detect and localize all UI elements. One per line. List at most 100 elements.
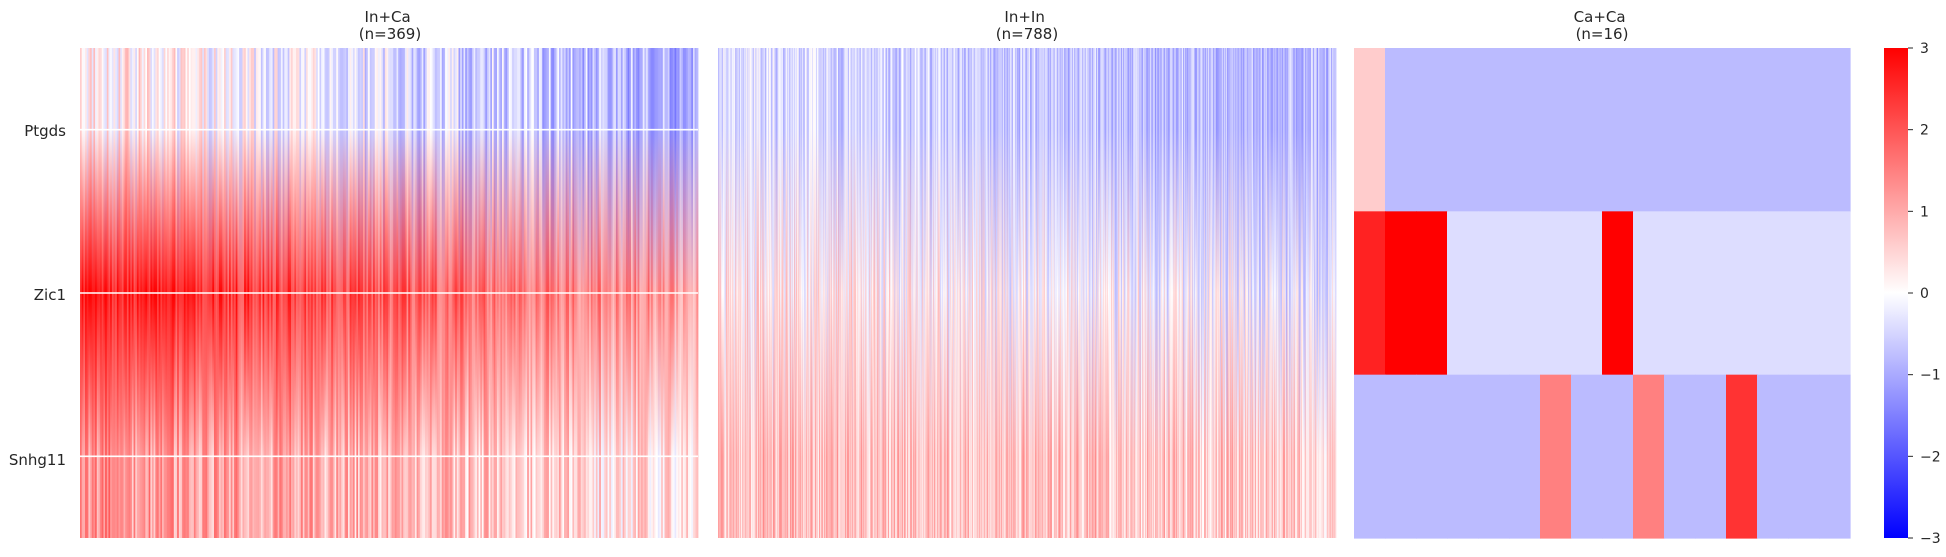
heatmap-cell-column <box>1221 48 1223 538</box>
heatmap-cell-column <box>909 48 911 538</box>
heatmap-cell-column <box>1125 48 1128 538</box>
heatmap-cell-column <box>1267 48 1269 538</box>
heatmap-cell-column <box>1024 48 1026 538</box>
heatmap-cell-column <box>856 48 858 538</box>
heatmap-cell-column <box>1260 48 1262 538</box>
heatmap-cell-column <box>873 48 875 538</box>
heatmap-cell-column <box>820 48 822 538</box>
heatmap-cell-column <box>785 48 787 538</box>
heatmap-cell-column <box>1009 48 1011 538</box>
heatmap-cell-zic1 <box>1540 211 1572 376</box>
heatmap-cell-column <box>955 48 957 538</box>
heatmap-cell-column <box>816 48 819 538</box>
heatmap-cell-column <box>962 48 964 538</box>
heatmap-cell-column <box>972 48 974 538</box>
heatmap-cell-column <box>921 48 923 538</box>
heatmap-cell-column <box>1209 48 1211 538</box>
heatmap-cell-column <box>1149 48 1151 538</box>
heatmap-cell-column <box>798 48 800 538</box>
heatmap-cell-column <box>1302 48 1304 538</box>
heatmap-cell-column <box>1247 48 1249 538</box>
heatmap-cell-column <box>767 48 769 538</box>
heatmap-cell-column <box>1134 48 1136 538</box>
heatmap-cell-column <box>979 48 981 538</box>
colorbar: 3 2 1 0 −1 −2 −3 <box>1884 41 1941 547</box>
heatmap-cell-column <box>1287 48 1289 538</box>
heatmap-cell-column <box>1089 48 1091 538</box>
heatmap-cell-column <box>757 48 759 538</box>
heatmap-cell-column <box>1208 48 1211 538</box>
heatmap-cell-column <box>850 48 852 538</box>
panel-title-in-ca: In+Ca (n=369) <box>359 8 421 43</box>
heatmap-cell-column <box>1072 48 1074 538</box>
heatmap-cell-column <box>783 48 785 538</box>
heatmap-cell-column <box>868 48 870 538</box>
heatmap-cell-column <box>1105 48 1107 538</box>
heatmap-cell-column <box>1231 48 1233 538</box>
heatmap-cell-column <box>1085 48 1088 538</box>
heatmap-cell-column <box>1179 48 1182 538</box>
heatmap-cell-column <box>1097 48 1099 538</box>
heatmap-cell-column <box>795 48 797 538</box>
heatmap-cell-column <box>903 48 906 538</box>
heatmap-cell-column <box>1279 48 1281 538</box>
heatmap-cell-column <box>740 48 742 538</box>
heatmap-cell-column <box>957 48 960 538</box>
heatmap-cell-column <box>1111 48 1113 538</box>
heatmap-cell-column <box>782 48 784 538</box>
heatmap-cell-column <box>928 48 931 538</box>
heatmap-cell-ptgds <box>1757 48 1789 212</box>
heatmap-cell-column <box>1051 48 1053 538</box>
heatmap-cell-column <box>1050 48 1052 538</box>
heatmap-cell-column <box>905 48 907 538</box>
heatmap-cell-column <box>1061 48 1063 538</box>
heatmap-cell-column <box>1206 48 1208 538</box>
heatmap-cell-column <box>728 48 731 538</box>
heatmap-cell-column <box>1064 48 1066 538</box>
heatmap-cell-column <box>828 48 830 538</box>
heatmap-cell-column <box>932 48 934 538</box>
heatmap-cell-column <box>1041 48 1044 538</box>
heatmap-cell-ptgds <box>1726 48 1758 212</box>
panel-title-in-ca-line1: In+Ca <box>365 8 411 26</box>
heatmap-cell-column <box>1222 48 1224 538</box>
heatmap-cell-column <box>1037 48 1039 538</box>
heatmap-cell-column <box>1244 48 1246 538</box>
heatmap-cell-column <box>738 48 740 538</box>
panel-title-ca-ca: Ca+Ca (n=16) <box>1574 8 1631 43</box>
heatmap-cell-column <box>1278 48 1280 538</box>
heatmap-cell-column <box>1135 48 1137 538</box>
heatmap-cell-column <box>1257 48 1259 538</box>
heatmap-cell-snhg11 <box>1726 374 1758 539</box>
heatmap-cell-column <box>887 48 889 538</box>
heatmap-cell-column <box>963 48 965 538</box>
colorbar-tick-label: 1 <box>1920 204 1929 220</box>
heatmap-cell-column <box>762 48 764 538</box>
heatmap-cell-snhg11 <box>1788 374 1820 539</box>
heatmap-cell-column <box>760 48 762 538</box>
heatmap-cell-column <box>1071 48 1073 538</box>
heatmap-cell-zic1 <box>1385 211 1417 376</box>
heatmap-cell-column <box>1272 48 1274 538</box>
heatmap-cell-column <box>1232 48 1234 538</box>
heatmap-cell-column <box>957 48 959 538</box>
heatmap-cell-column <box>808 48 811 538</box>
heatmap-cell-column <box>1200 48 1202 538</box>
heatmap-cell-column <box>754 48 757 538</box>
heatmap-cell-column <box>1104 48 1106 538</box>
heatmap-cell-column <box>845 48 847 538</box>
heatmap-cell-column <box>917 48 919 538</box>
heatmap-cell-column <box>872 48 874 538</box>
heatmap-cell-column <box>1088 48 1091 538</box>
heatmap-cell-column <box>1107 48 1109 538</box>
heatmap-cell-column <box>841 48 843 538</box>
heatmap-cell-column <box>765 48 768 538</box>
heatmap-cell-column <box>1266 48 1269 538</box>
heatmap-cell-column <box>1102 48 1104 538</box>
heatmap-cell-column <box>1049 48 1051 538</box>
heatmap-cell-column <box>923 48 925 538</box>
heatmap-cell-column <box>837 48 839 538</box>
heatmap-cell-column <box>1156 48 1158 538</box>
heatmap-cell-column <box>1082 48 1084 538</box>
heatmap-cell-column <box>896 48 898 538</box>
